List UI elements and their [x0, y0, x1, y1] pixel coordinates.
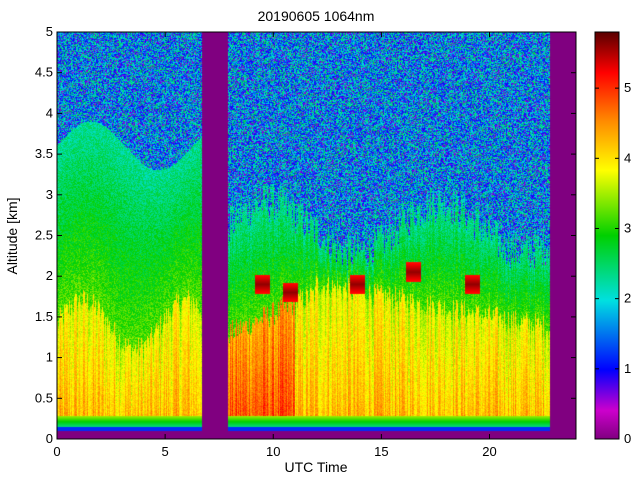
y-tick-label: 5 [46, 24, 53, 39]
y-tick-label: 2 [46, 268, 53, 283]
x-axis: 0 5 10 15 20 [53, 32, 497, 459]
colorbar-tick-label: 1 [624, 361, 631, 376]
y-tick-label: 2.5 [35, 228, 53, 243]
heatmap-image [57, 32, 576, 439]
y-axis: 0 0.5 1 1.5 2 2.5 3 3.5 4 4.5 5 [35, 24, 576, 446]
colorbar-tick-label: 4 [624, 150, 631, 165]
colorbar [594, 31, 620, 440]
colorbar-ticks: 0 1 2 3 4 5 [595, 80, 631, 446]
colorbar-tick-label: 5 [624, 80, 631, 95]
y-tick-label: 1 [46, 350, 53, 365]
x-tick-label: 0 [53, 444, 60, 459]
x-tick-label: 15 [374, 444, 388, 459]
y-tick-label: 3.5 [35, 146, 53, 161]
y-axis-label: Altitude [km] [4, 197, 20, 274]
colorbar-tick-label: 3 [624, 220, 631, 235]
x-tick-label: 20 [482, 444, 496, 459]
y-tick-label: 3 [46, 187, 53, 202]
y-tick-label: 0.5 [35, 390, 53, 405]
colorbar-tick-label: 0 [624, 431, 631, 446]
heatmap-area [57, 32, 576, 439]
chart-title: 20190605 1064nm [258, 8, 375, 24]
y-tick-label: 1.5 [35, 309, 53, 324]
x-tick-label: 10 [266, 444, 280, 459]
x-axis-label: UTC Time [285, 459, 348, 475]
x-tick-label: 5 [162, 444, 169, 459]
colorbar-tick-label: 2 [624, 291, 631, 306]
y-tick-label: 4.5 [35, 65, 53, 80]
y-tick-label: 4 [46, 105, 53, 120]
y-tick-label: 0 [46, 431, 53, 446]
